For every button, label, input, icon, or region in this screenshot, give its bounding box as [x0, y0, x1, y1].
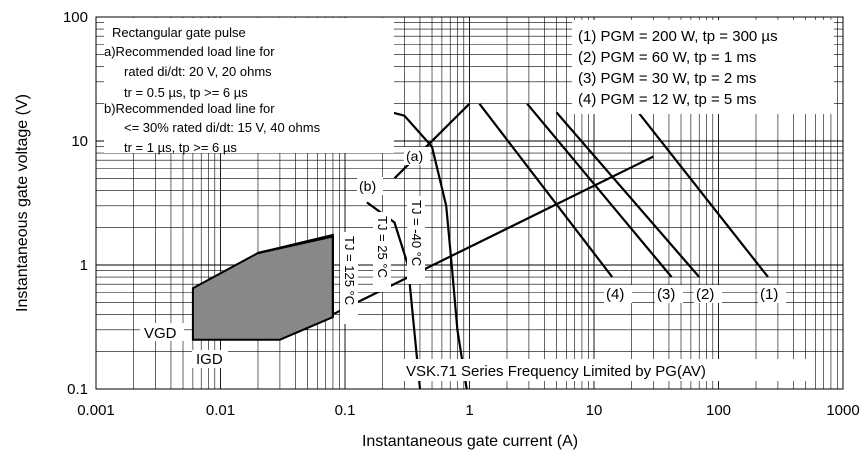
y-axis-title: Instantaneous gate voltage (V)	[14, 94, 31, 312]
vgd-label-background	[140, 323, 184, 341]
series-line-6	[339, 97, 468, 390]
x-tick-label: 1	[465, 402, 473, 419]
series-line-5	[478, 103, 614, 278]
region-layer	[191, 233, 334, 341]
curve-label-2: (2)	[696, 286, 714, 303]
note-line-6: <= 30% rated di/dt: 15 V, 40 ohms	[124, 120, 321, 135]
x-tick-label: 10	[586, 402, 603, 419]
y-tick-label: 100	[63, 9, 88, 26]
igd-label: IGD	[196, 351, 223, 368]
series-line-3	[555, 111, 701, 278]
curve-label-4-background	[604, 285, 632, 303]
curve-label-1: (1)	[760, 286, 778, 303]
notes-background	[104, 18, 394, 153]
x-tick-label: 0.01	[206, 402, 235, 419]
y-tick-labels: 0.1 1 10 100	[63, 9, 88, 398]
igd-label-background	[192, 350, 228, 368]
temp-label-25-background	[373, 212, 391, 292]
temp-label-minus40-background	[407, 196, 425, 284]
legend-line-4: (4) PGM = 12 W, tp = 5 ms	[578, 91, 756, 108]
y-tick-label: 0.1	[67, 381, 88, 398]
x-axis-title: Instantaneous gate current (A)	[362, 433, 578, 450]
temp-label-125-background	[340, 232, 358, 324]
series-line-8	[257, 235, 334, 318]
x-tick-labels: 0.001 0.01 0.1 1 10 100 1000	[77, 402, 859, 419]
note-line-4: tr = 0.5 µs, tp >= 6 µs	[124, 85, 248, 100]
curve-label-4: (4)	[606, 286, 624, 303]
note-line-5: b)Recommended load line for	[104, 101, 275, 116]
curve-label-2-background	[694, 285, 722, 303]
curve-label-a: (a)	[406, 148, 423, 164]
y-tick-label: 1	[80, 257, 88, 274]
curve-label-a-background	[404, 147, 430, 165]
note-line-2: a)Recommended load line for	[104, 44, 275, 59]
x-tick-label: 0.001	[77, 402, 115, 419]
y-tick-label: 10	[71, 133, 88, 150]
legend-line-1: (1) PGM = 200 W, tp = 300 µs	[578, 28, 778, 45]
x-tick-label: 1000	[826, 402, 859, 419]
x-tick-label: 0.1	[335, 402, 356, 419]
curve-label-b: (b)	[359, 178, 376, 194]
temp-label-25: TJ = 25 °C	[375, 216, 390, 278]
curve-label-1-background	[758, 285, 786, 303]
series-line-2	[630, 103, 769, 278]
curve-label-3: (3)	[657, 286, 675, 303]
temp-label-125: TJ = 125 °C	[342, 236, 357, 305]
temp-label-minus40: TJ = -40 °C	[409, 200, 424, 266]
series-line-4	[526, 102, 673, 278]
note-line-3: rated di/dt: 20 V, 20 ohms	[124, 64, 272, 79]
series-line-0	[393, 102, 471, 180]
footer-label: VSK.71 Series Frequency Limited by PG(AV…	[406, 363, 706, 380]
footer-background	[402, 359, 807, 381]
legend-background	[572, 20, 834, 114]
note-line-7: tr = 1 µs, tp >= 6 µs	[124, 140, 237, 155]
vgd-label: VGD	[144, 325, 177, 342]
x-tick-label: 100	[706, 402, 731, 419]
legend-line-3: (3) PGM = 30 W, tp = 2 ms	[578, 70, 756, 87]
curve-label-3-background	[655, 285, 683, 303]
note-line-1: Rectangular gate pulse	[112, 25, 246, 40]
gate-trigger-region	[191, 233, 334, 341]
curve-label-b-background	[357, 177, 383, 195]
legend-line-2: (2) PGM = 60 W, tp = 1 ms	[578, 49, 756, 66]
plot-frame	[95, 16, 844, 390]
